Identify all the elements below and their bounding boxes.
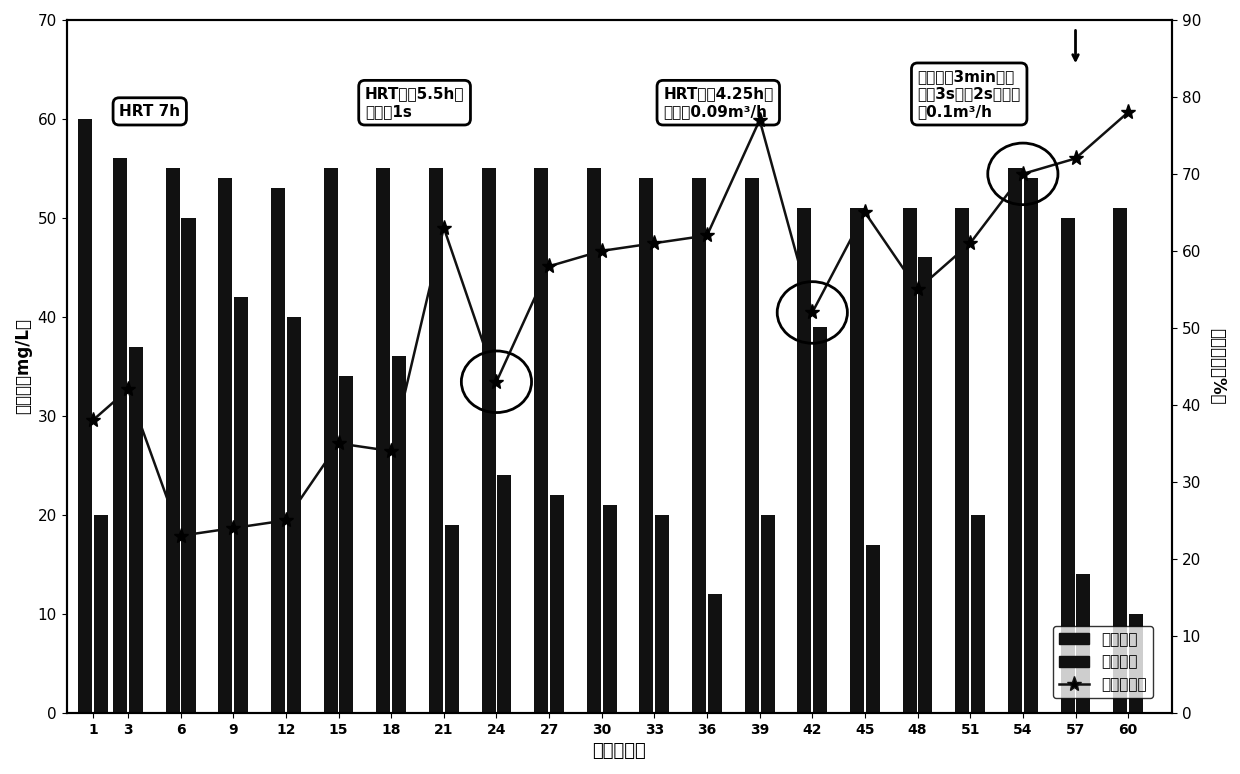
- Text: HRT 7h: HRT 7h: [119, 104, 180, 119]
- X-axis label: 时间（天）: 时间（天）: [593, 742, 646, 760]
- Bar: [534, 169, 548, 713]
- Bar: [376, 169, 391, 713]
- Bar: [760, 515, 775, 713]
- Bar: [1130, 614, 1143, 713]
- Bar: [655, 515, 670, 713]
- Bar: [903, 208, 916, 713]
- Bar: [1008, 169, 1022, 713]
- Bar: [1114, 208, 1127, 713]
- Bar: [692, 178, 706, 713]
- Bar: [94, 515, 108, 713]
- Bar: [708, 594, 722, 713]
- Bar: [272, 188, 285, 713]
- Bar: [166, 169, 180, 713]
- Bar: [1024, 178, 1038, 713]
- Bar: [866, 545, 880, 713]
- Bar: [129, 347, 143, 713]
- Bar: [429, 169, 443, 713]
- Y-axis label: 氮浓度（mg/L）: 氮浓度（mg/L）: [14, 318, 32, 414]
- Bar: [392, 357, 405, 713]
- Bar: [551, 495, 564, 713]
- Bar: [181, 217, 196, 713]
- Bar: [745, 178, 759, 713]
- Text: 曝气时间3min。曝
气、3s间隔2s。曝气
量0.1m³/h: 曝气时间3min。曝 气、3s间隔2s。曝气 量0.1m³/h: [918, 69, 1021, 119]
- Text: HRT降至4.25h，
曝气量0.09m³/h: HRT降至4.25h， 曝气量0.09m³/h: [663, 87, 774, 119]
- Bar: [218, 178, 232, 713]
- Bar: [78, 119, 92, 713]
- Bar: [1060, 217, 1075, 713]
- Bar: [1076, 574, 1090, 713]
- Legend: 进水总氮, 出水总氮, 总氮去除率: 进水总氮, 出水总氮, 总氮去除率: [1053, 625, 1153, 698]
- Bar: [324, 169, 337, 713]
- Bar: [797, 208, 811, 713]
- Bar: [813, 327, 827, 713]
- Bar: [445, 525, 459, 713]
- Bar: [113, 159, 126, 713]
- Bar: [851, 208, 864, 713]
- Bar: [603, 505, 616, 713]
- Bar: [340, 376, 353, 713]
- Bar: [234, 297, 248, 713]
- Text: HRT降至5.5h，
曝气加1s: HRT降至5.5h， 曝气加1s: [365, 87, 464, 119]
- Bar: [497, 475, 511, 713]
- Bar: [919, 258, 932, 713]
- Bar: [971, 515, 985, 713]
- Bar: [286, 317, 301, 713]
- Bar: [481, 169, 496, 713]
- Bar: [587, 169, 601, 713]
- Bar: [955, 208, 970, 713]
- Y-axis label: 总氮去除（%）: 总氮去除（%）: [1208, 328, 1226, 405]
- Bar: [640, 178, 653, 713]
